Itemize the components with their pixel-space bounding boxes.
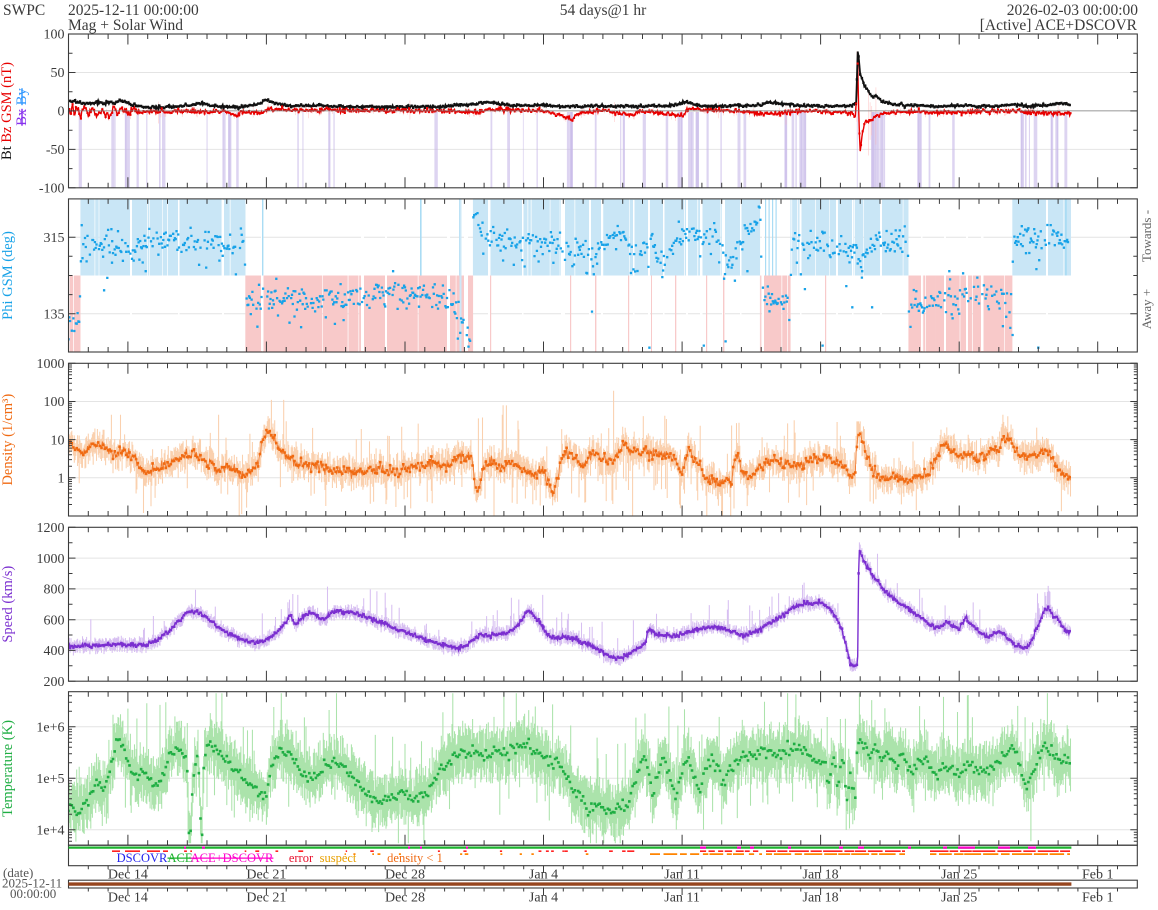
svg-text:200: 200 — [44, 675, 65, 690]
svg-text:2025-12-11: 2025-12-11 — [2, 876, 62, 891]
svg-text:-50: -50 — [46, 143, 65, 158]
svg-text:315: 315 — [44, 231, 65, 246]
svg-text:DSCOVR: DSCOVR — [117, 851, 168, 865]
svg-text:Dec 14: Dec 14 — [108, 868, 148, 883]
svg-text:Jan 18: Jan 18 — [803, 868, 839, 883]
svg-text:Phi GSM (deg): Phi GSM (deg) — [0, 231, 16, 320]
svg-text:Towards -: Towards - — [1139, 210, 1154, 262]
svg-text:2025-12-11 00:00:00: 2025-12-11 00:00:00 — [68, 2, 199, 19]
svg-text:Dec 28: Dec 28 — [385, 868, 425, 883]
svg-text:Bt Bz GSM (nT): Bt Bz GSM (nT) — [0, 62, 15, 160]
svg-text:Temperature (K): Temperature (K) — [0, 720, 16, 817]
svg-text:SWPC: SWPC — [3, 2, 45, 19]
svg-text:100: 100 — [44, 395, 65, 410]
svg-text:Feb 1: Feb 1 — [1082, 868, 1114, 883]
svg-text:Dec 21: Dec 21 — [246, 868, 286, 883]
svg-text:Dec 28: Dec 28 — [385, 891, 425, 906]
svg-text:135: 135 — [44, 307, 65, 322]
svg-text:error: error — [289, 851, 314, 865]
svg-text:[Active] ACE+DSCOVR: [Active] ACE+DSCOVR — [980, 17, 1138, 34]
svg-text:100: 100 — [44, 28, 65, 43]
svg-text:Mag + Solar Wind: Mag + Solar Wind — [68, 17, 183, 34]
svg-text:Speed (km/s): Speed (km/s) — [0, 566, 16, 643]
svg-text:Dec 14: Dec 14 — [108, 891, 148, 906]
svg-text:00:00:00: 00:00:00 — [10, 886, 56, 901]
svg-text:1000: 1000 — [37, 357, 65, 372]
svg-text:Jan 11: Jan 11 — [664, 891, 700, 906]
svg-text:Jan 4: Jan 4 — [529, 868, 558, 883]
svg-text:Density (1/cm³): Density (1/cm³) — [0, 394, 16, 486]
svg-text:2026-02-03 00:00:00: 2026-02-03 00:00:00 — [1007, 2, 1139, 19]
svg-text:1e+5: 1e+5 — [36, 772, 64, 787]
svg-text:ACE+DSCOVR: ACE+DSCOVR — [191, 851, 274, 865]
svg-text:54 days@1 hr: 54 days@1 hr — [560, 2, 647, 19]
svg-text:1e+4: 1e+4 — [36, 824, 64, 839]
svg-text:Feb 1: Feb 1 — [1082, 891, 1114, 906]
svg-text:ACE: ACE — [168, 851, 193, 865]
svg-text:Bx By: Bx By — [14, 88, 30, 126]
svg-text:0: 0 — [58, 105, 65, 120]
svg-text:1200: 1200 — [37, 521, 65, 536]
svg-text:-100: -100 — [39, 182, 65, 197]
svg-text:1000: 1000 — [37, 552, 65, 567]
svg-text:Jan 11: Jan 11 — [664, 868, 700, 883]
svg-text:Jan 25: Jan 25 — [941, 891, 977, 906]
svg-text:Away +: Away + — [1139, 289, 1154, 329]
svg-text:density < 1: density < 1 — [387, 851, 443, 865]
svg-text:Jan 18: Jan 18 — [803, 891, 839, 906]
svg-text:Jan 25: Jan 25 — [941, 868, 977, 883]
svg-text:10: 10 — [51, 433, 65, 448]
svg-text:(date): (date) — [3, 865, 33, 880]
svg-text:800: 800 — [44, 583, 65, 598]
svg-text:1e+6: 1e+6 — [36, 721, 64, 736]
svg-text:Dec 21: Dec 21 — [246, 891, 286, 906]
svg-text:600: 600 — [44, 613, 65, 628]
svg-text:1: 1 — [58, 472, 65, 487]
svg-text:Jan 4: Jan 4 — [529, 891, 558, 906]
svg-text:suspect: suspect — [320, 851, 357, 865]
svg-text:400: 400 — [44, 644, 65, 659]
svg-text:50: 50 — [51, 66, 65, 81]
